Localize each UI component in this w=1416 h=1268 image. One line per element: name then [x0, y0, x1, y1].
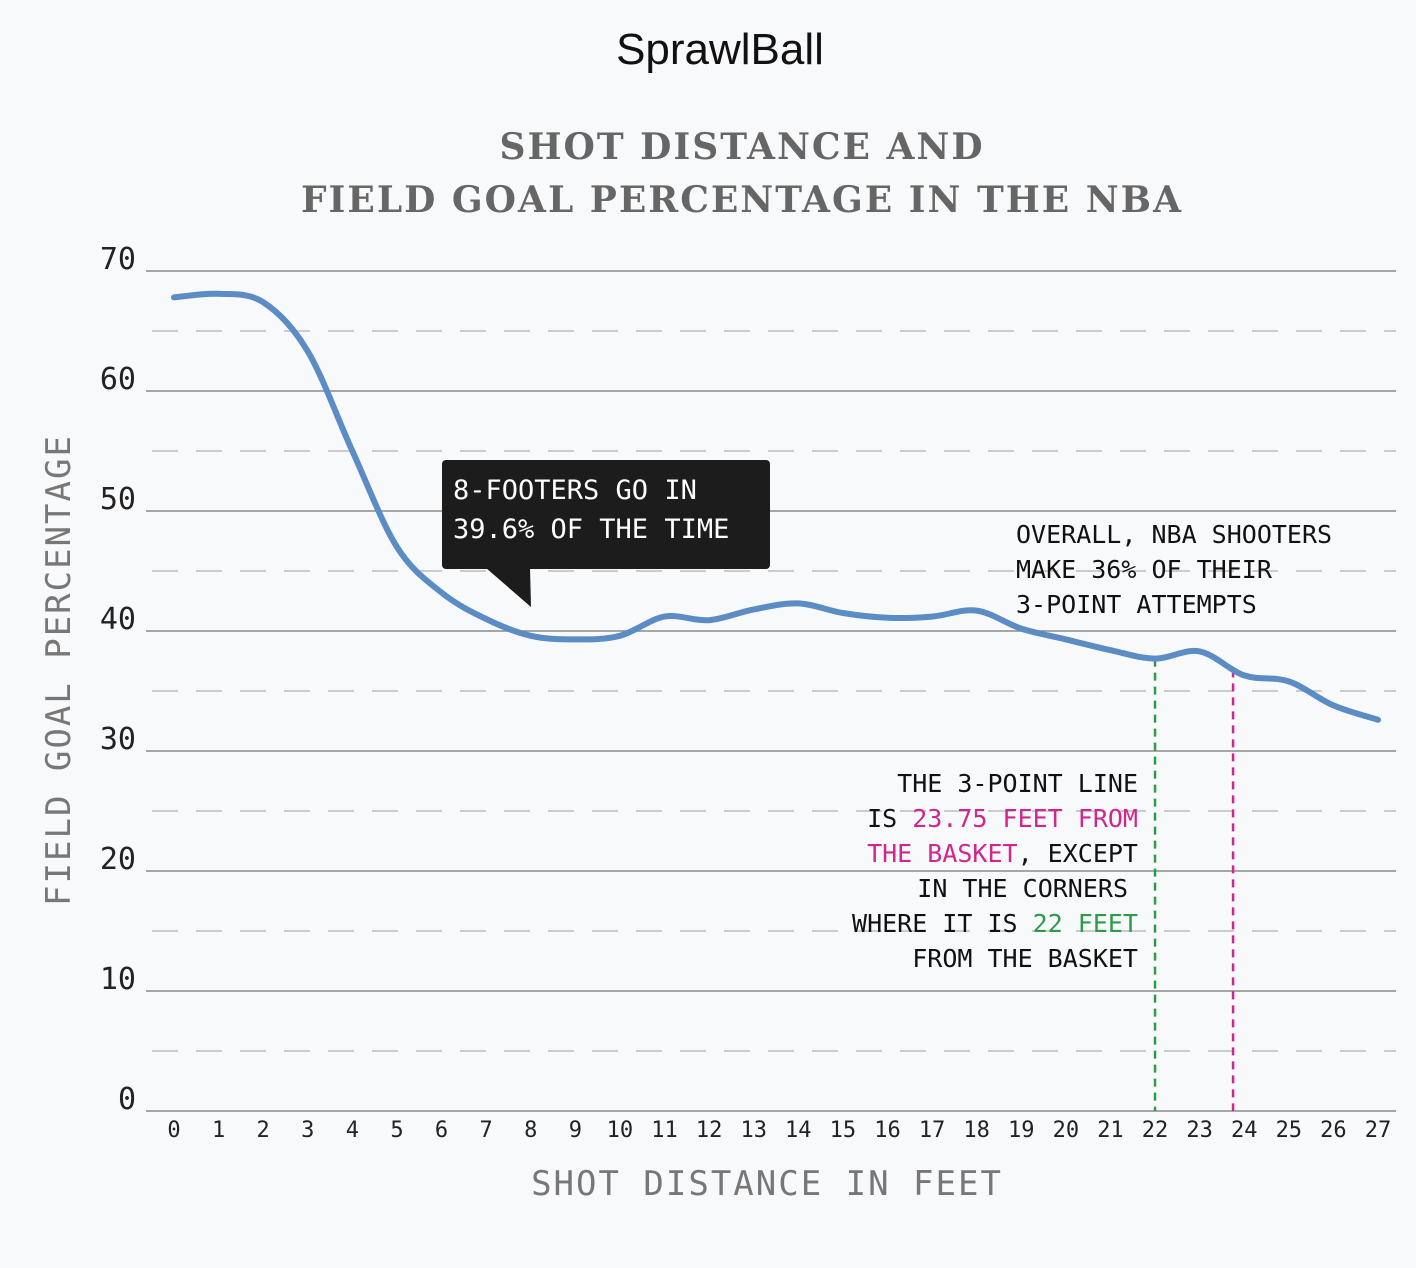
- three-point-line-2a: IS: [867, 804, 912, 833]
- x-tick-label: 23: [1186, 1118, 1213, 1143]
- overall-line-2: MAKE 36% OF THEIR: [1016, 555, 1273, 584]
- three-point-line-6: FROM THE BASKET: [912, 944, 1138, 973]
- chart-title-line-2: FIELD GOAL PERCENTAGE IN THE NBA: [301, 179, 1183, 221]
- x-tick-label: 22: [1142, 1118, 1169, 1143]
- x-tick-label: 7: [480, 1118, 493, 1143]
- chart-title-line-1: SHOT DISTANCE AND: [499, 126, 984, 168]
- x-tick-label: 27: [1365, 1118, 1392, 1143]
- x-tick-label: 14: [785, 1118, 812, 1143]
- callout-background: [442, 460, 770, 569]
- x-tick-label: 24: [1231, 1118, 1258, 1143]
- overall-line-3: 3-POINT ATTEMPTS: [1016, 590, 1257, 619]
- overall-line-1: OVERALL, NBA SHOOTERS: [1016, 520, 1332, 549]
- x-tick-label: 0: [167, 1118, 180, 1143]
- three-point-line-2: IS 23.75 FEET FROM: [867, 804, 1138, 833]
- y-axis-label: FIELD GOAL PERCENTAGE: [39, 434, 79, 906]
- series-line: [171, 290, 1381, 723]
- y-tick-label: 10: [100, 962, 136, 997]
- three-point-line-4: IN THE CORNERS: [917, 874, 1128, 903]
- x-tick-label: 13: [740, 1118, 767, 1143]
- x-tick-label: 26: [1320, 1118, 1347, 1143]
- x-tick-label: 3: [301, 1118, 314, 1143]
- x-tick-label: 4: [346, 1118, 359, 1143]
- x-tick-label: 17: [919, 1118, 946, 1143]
- callout-box: 8-FOOTERS GO IN 39.6% OF THE TIME: [442, 460, 770, 607]
- x-tick-label: 12: [696, 1118, 723, 1143]
- x-tick-label: 10: [607, 1118, 634, 1143]
- x-tick-label: 6: [435, 1118, 448, 1143]
- three-point-line-1: THE 3-POINT LINE: [897, 769, 1138, 798]
- x-tick-label: 11: [651, 1118, 678, 1143]
- grid: [146, 270, 1396, 1112]
- y-tick-label: 70: [100, 242, 136, 277]
- x-axis-label: SHOT DISTANCE IN FEET: [531, 1164, 1003, 1204]
- three-point-line-5: WHERE IT IS 22 FEET: [852, 909, 1138, 938]
- three-point-line-2b: 23.75 FEET FROM: [912, 804, 1138, 833]
- x-tick-label: 9: [569, 1118, 582, 1143]
- y-tick-label: 60: [100, 362, 136, 397]
- three-point-line-3a: THE BASKET: [867, 839, 1018, 868]
- x-tick-label: 15: [830, 1118, 857, 1143]
- x-tick-label: 18: [963, 1118, 990, 1143]
- three-point-line-5b: 22 FEET: [1033, 909, 1138, 938]
- y-tick-label: 30: [100, 722, 136, 757]
- x-tick-label: 1: [212, 1118, 225, 1143]
- callout-pointer: [486, 568, 531, 607]
- x-tick-label: 16: [874, 1118, 901, 1143]
- y-tick-label: 0: [118, 1082, 136, 1117]
- callout-line-2: 39.6% OF THE TIME: [453, 514, 729, 545]
- y-ticks: 0 10 20 30 40 50 60 70: [100, 242, 136, 1117]
- x-tick-label: 5: [390, 1118, 403, 1143]
- overall-annotation: OVERALL, NBA SHOOTERS MAKE 36% OF THEIR …: [1016, 520, 1332, 619]
- three-point-line-3b: , EXCEPT: [1018, 839, 1138, 868]
- three-point-annotation: THE 3-POINT LINE IS 23.75 FEET FROM THE …: [852, 769, 1138, 973]
- x-tick-label: 25: [1276, 1118, 1303, 1143]
- y-tick-label: 40: [100, 602, 136, 637]
- three-point-line-5a: WHERE IT IS: [852, 909, 1033, 938]
- y-tick-label: 20: [100, 842, 136, 877]
- x-tick-label: 2: [257, 1118, 270, 1143]
- x-tick-label: 20: [1053, 1118, 1080, 1143]
- x-tick-label: 8: [524, 1118, 537, 1143]
- callout-line-1: 8-FOOTERS GO IN: [453, 475, 697, 506]
- reference-lines: [1153, 658, 1235, 1111]
- app-title: SprawlBall: [616, 25, 824, 74]
- x-tick-label: 19: [1008, 1118, 1035, 1143]
- three-point-line-3: THE BASKET, EXCEPT: [867, 839, 1138, 868]
- x-tick-label: 21: [1097, 1118, 1124, 1143]
- y-tick-label: 50: [100, 482, 136, 517]
- x-ticks: 0 1 2 3 4 5 6 7 8 9 10 11 12 13 14 15 16 17 18 19 20 21 22 23 24…: [167, 1118, 1391, 1143]
